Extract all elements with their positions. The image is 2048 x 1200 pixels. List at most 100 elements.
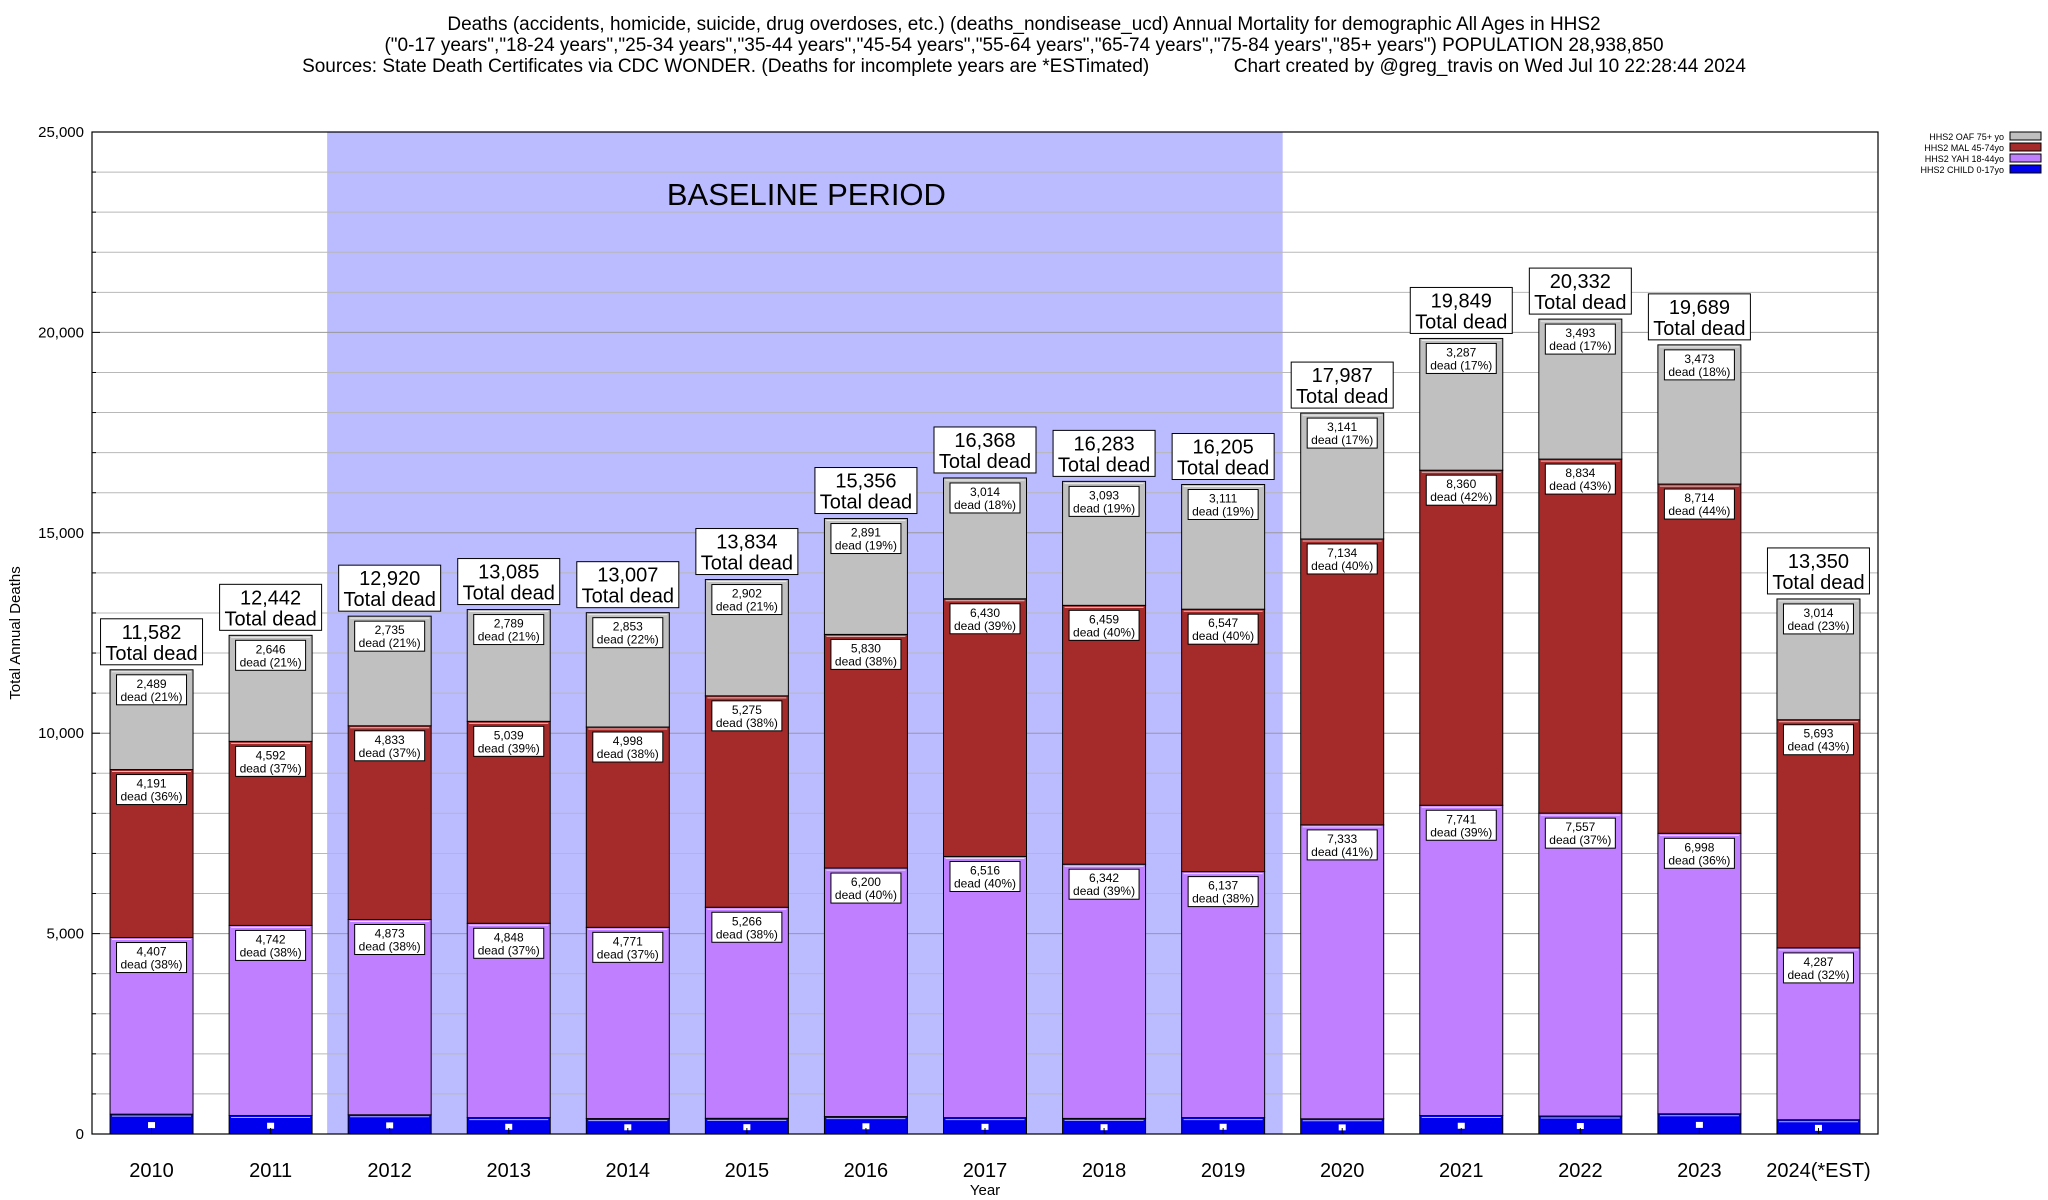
total-value-label: 13,350 <box>1788 551 1849 573</box>
legend-swatch-mal <box>2009 142 2042 152</box>
segment-value-label: 8,360 <box>1446 477 1476 491</box>
x-tick-label: 2023 <box>1677 1160 1722 1182</box>
segment-label-box <box>592 931 664 963</box>
child-segment-marker <box>1576 1123 1584 1130</box>
segment-share-label: dead (43%) <box>1549 479 1611 493</box>
segment-share-label: dead (38%) <box>121 958 183 972</box>
segment-share-label: dead (39%) <box>1073 884 1135 898</box>
x-tick-label: 2015 <box>725 1160 770 1182</box>
x-tick-label: 2021 <box>1439 1160 1484 1182</box>
segment-value-label: 4,592 <box>256 748 286 762</box>
segment-value-label: 3,287 <box>1446 345 1476 359</box>
segment-value-label: 3,093 <box>1089 488 1119 502</box>
segment-share-label: dead (37%) <box>597 947 659 961</box>
segment-share-label: dead (19%) <box>835 539 897 553</box>
segment-label-box <box>354 730 426 762</box>
total-value-label: 16,205 <box>1193 437 1254 459</box>
segment-value-label: 6,998 <box>1684 840 1714 854</box>
total-label-box <box>338 564 442 612</box>
total-value-label: 12,920 <box>359 568 420 590</box>
segment-share-label: dead (38%) <box>835 654 897 668</box>
bar-segment-yah <box>1657 832 1742 1115</box>
bar-segment-yah <box>823 867 908 1118</box>
segment-share-label: dead (19%) <box>1192 505 1254 519</box>
segment-label-box <box>711 911 783 943</box>
segment-label-box <box>1663 488 1735 520</box>
segment-label-box <box>592 617 664 649</box>
segment-value-label: 3,014 <box>1803 606 1833 620</box>
segment-label-box <box>949 482 1021 514</box>
bar-segment-mal <box>1538 458 1623 814</box>
total-value-label: 19,689 <box>1669 297 1730 319</box>
child-segment-marker <box>1695 1121 1703 1128</box>
legend-swatch-yah <box>2009 153 2042 163</box>
total-value-label: 17,987 <box>1312 365 1373 387</box>
x-tick-label: 2014 <box>606 1160 651 1182</box>
segment-value-label: 5,275 <box>732 703 762 717</box>
segment-value-label: 3,473 <box>1684 352 1714 366</box>
x-tick-label: 2017 <box>963 1160 1008 1182</box>
segment-share-label: dead (36%) <box>121 790 183 804</box>
segment-label-box <box>1544 463 1616 495</box>
segment-label-box <box>116 674 188 706</box>
x-tick-label: 2022 <box>1558 1160 1603 1182</box>
chart-title-line-1: Deaths (accidents, homicide, suicide, dr… <box>447 14 1601 35</box>
segment-value-label: 3,014 <box>970 485 1000 499</box>
segment-value-label: 6,547 <box>1208 616 1238 630</box>
segment-value-label: 2,735 <box>375 623 405 637</box>
x-tick-label: 2012 <box>367 1160 412 1182</box>
segment-label-box <box>1425 342 1497 374</box>
total-caption-label: Total dead <box>820 492 912 514</box>
segment-share-label: dead (32%) <box>1787 968 1849 982</box>
segment-label-box <box>473 725 545 757</box>
segment-label-box <box>473 927 545 959</box>
segment-label-box <box>116 942 188 974</box>
segment-share-label: dead (40%) <box>1073 625 1135 639</box>
bar-segment-mal <box>1419 469 1504 806</box>
segment-label-box <box>1306 543 1378 575</box>
child-segment-marker <box>981 1123 989 1130</box>
total-caption-label: Total dead <box>1534 292 1626 314</box>
segment-share-label: dead (17%) <box>1311 433 1373 447</box>
bar-segment-yah <box>1181 871 1266 1119</box>
chart-title-block: Deaths (accidents, homicide, suicide, dr… <box>0 14 2048 77</box>
child-segment-marker <box>148 1122 156 1129</box>
total-caption-label: Total dead <box>1296 386 1388 408</box>
segment-share-label: dead (39%) <box>1430 825 1492 839</box>
chart-title-line-3: Sources: State Death Certificates via CD… <box>302 56 1746 77</box>
segment-label-box <box>116 774 188 806</box>
total-value-label: 13,085 <box>478 562 539 584</box>
total-label-box <box>1052 429 1156 477</box>
child-segment-marker <box>267 1122 275 1129</box>
segment-label-box <box>1068 485 1140 517</box>
segment-share-label: dead (38%) <box>716 927 778 941</box>
total-caption-label: Total dead <box>1653 318 1745 340</box>
total-value-label: 13,834 <box>716 532 777 554</box>
bar-segment-yah <box>943 855 1027 1119</box>
segment-label-box <box>1782 603 1854 635</box>
segment-label-box <box>1187 489 1259 521</box>
total-label-box <box>1409 286 1513 334</box>
segment-value-label: 2,902 <box>732 587 762 601</box>
child-segment-marker <box>624 1124 632 1131</box>
total-label-box <box>814 467 918 515</box>
segment-share-label: dead (41%) <box>1311 845 1373 859</box>
total-value-label: 13,007 <box>597 565 658 587</box>
x-tick-label: 2024(*EST) <box>1766 1160 1871 1182</box>
segment-share-label: dead (21%) <box>240 655 302 669</box>
segment-share-label: dead (21%) <box>716 600 778 614</box>
segment-label-box <box>354 620 426 652</box>
segment-value-label: 2,891 <box>851 526 881 540</box>
segment-share-label: dead (21%) <box>121 690 183 704</box>
segment-label-box <box>1068 868 1140 900</box>
total-label-box <box>1290 361 1394 409</box>
total-label-box <box>1528 267 1632 315</box>
segment-share-label: dead (21%) <box>478 630 540 644</box>
segment-value-label: 4,998 <box>613 734 643 748</box>
segment-label-box <box>1187 613 1259 645</box>
x-tick-label: 2019 <box>1201 1160 1246 1182</box>
chart-title-line-2: ("0-17 years","18-24 years","25-34 years… <box>384 35 1664 56</box>
total-caption-label: Total dead <box>1772 572 1864 594</box>
segment-label-box <box>1425 474 1497 506</box>
